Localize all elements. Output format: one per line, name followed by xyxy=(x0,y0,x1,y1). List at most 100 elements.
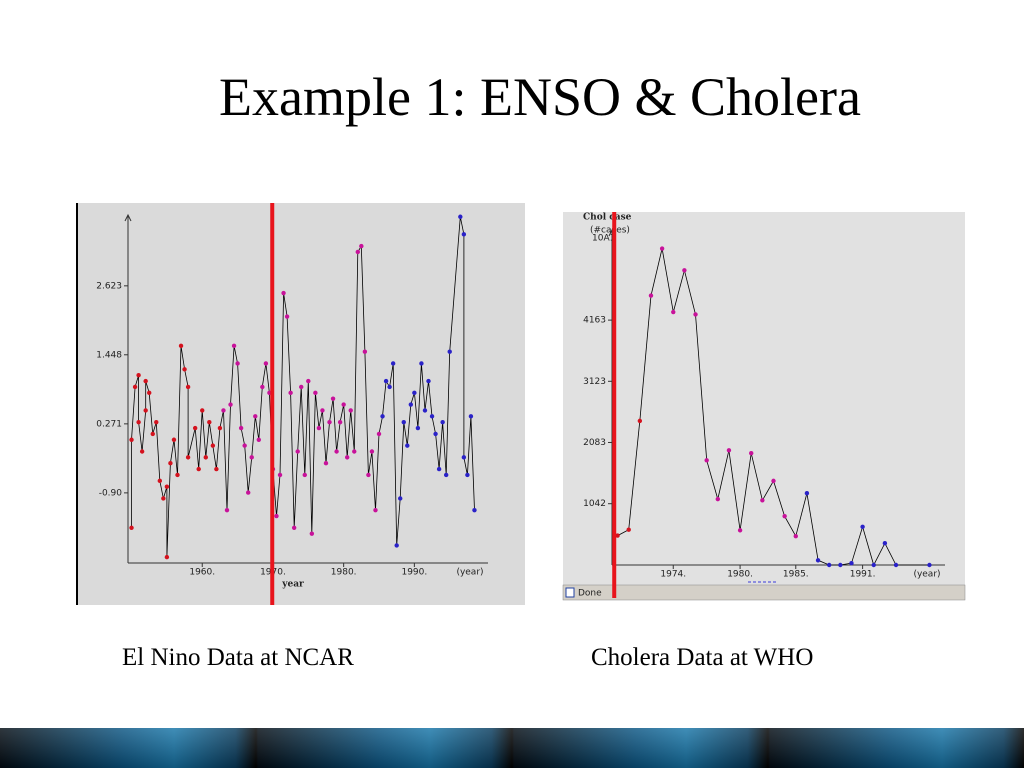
series-line xyxy=(382,216,475,546)
data-point xyxy=(242,443,247,448)
series-line xyxy=(650,248,797,537)
data-point xyxy=(256,437,262,442)
data-point xyxy=(238,425,244,431)
data-point xyxy=(143,378,148,384)
data-point xyxy=(185,384,191,390)
data-point xyxy=(793,533,798,539)
data-point xyxy=(327,419,332,425)
data-point xyxy=(217,425,223,431)
slide-title: Example 1: ENSO & Cholera xyxy=(219,67,861,127)
data-point xyxy=(182,367,187,372)
data-point xyxy=(168,461,173,466)
data-point xyxy=(436,466,442,472)
data-point xyxy=(447,349,452,354)
data-point xyxy=(376,431,382,437)
data-point xyxy=(458,214,463,219)
data-point xyxy=(309,531,315,536)
data-point xyxy=(408,402,414,407)
data-point xyxy=(323,461,329,466)
data-point xyxy=(171,437,177,442)
status-text: Done xyxy=(578,589,602,599)
chart-title: Chol case xyxy=(583,213,632,223)
data-point xyxy=(390,361,396,366)
data-point xyxy=(231,343,237,349)
series-connector xyxy=(219,410,224,429)
data-point xyxy=(175,472,180,478)
data-point xyxy=(224,507,230,513)
data-point xyxy=(330,396,336,401)
data-point xyxy=(129,437,134,442)
data-point xyxy=(136,419,141,425)
series-line xyxy=(131,345,221,558)
data-point xyxy=(313,390,318,396)
caption: Cholera Data at WHO xyxy=(591,644,814,671)
data-point xyxy=(299,384,304,390)
data-point xyxy=(210,443,216,448)
y-unit-label: 10A1 xyxy=(592,234,615,244)
data-point xyxy=(306,378,311,384)
data-point xyxy=(334,449,339,454)
data-point xyxy=(147,390,152,396)
data-point xyxy=(164,484,170,489)
data-point xyxy=(771,478,776,484)
data-point xyxy=(302,472,307,478)
data-point xyxy=(132,384,138,390)
data-point xyxy=(291,525,297,530)
data-point xyxy=(637,418,643,424)
data-point xyxy=(838,562,843,568)
series-line xyxy=(806,493,930,567)
data-point xyxy=(161,496,166,501)
y-tick-label: 2.623 xyxy=(96,281,122,291)
data-point xyxy=(398,496,403,501)
x-tick-label: 1990. xyxy=(401,568,427,578)
series-connector xyxy=(639,295,652,421)
data-point xyxy=(849,561,854,566)
data-point xyxy=(185,455,191,460)
data-point xyxy=(826,562,832,568)
data-point xyxy=(882,541,888,546)
y-tick-label: 1042 xyxy=(583,499,606,509)
data-point xyxy=(362,349,368,354)
data-point xyxy=(341,402,346,407)
data-point xyxy=(263,361,269,366)
data-point xyxy=(295,449,300,454)
y-axis-label: (#cases) xyxy=(590,226,630,236)
footer-band xyxy=(0,728,1024,768)
data-point xyxy=(359,243,364,249)
data-point xyxy=(207,419,212,425)
x-unit-label: (year) xyxy=(456,568,483,578)
y-tick-label: -0.90 xyxy=(99,488,123,498)
data-point xyxy=(804,491,810,496)
data-point xyxy=(154,419,159,425)
data-point xyxy=(422,408,428,413)
data-point xyxy=(659,246,665,251)
data-point xyxy=(253,414,258,419)
x-tick-label: 1980. xyxy=(331,568,357,578)
data-point xyxy=(200,408,205,413)
data-point xyxy=(228,402,233,407)
data-point xyxy=(429,414,435,419)
y-tick-label: 0.271 xyxy=(96,419,122,429)
data-point xyxy=(129,525,134,530)
data-point xyxy=(221,408,226,413)
data-point xyxy=(815,558,821,563)
data-point xyxy=(352,449,357,454)
data-point xyxy=(288,390,293,396)
data-point xyxy=(192,425,198,431)
data-point xyxy=(143,408,148,413)
data-point xyxy=(440,419,445,425)
y-tick-label: 1.448 xyxy=(96,350,122,360)
x-tick-label: 1960. xyxy=(189,568,215,578)
data-point xyxy=(380,414,385,419)
data-point xyxy=(284,314,290,319)
data-point xyxy=(373,507,378,513)
x-axis-label: year xyxy=(281,580,304,590)
data-point xyxy=(782,513,787,519)
data-point xyxy=(626,527,631,532)
data-point xyxy=(468,414,474,419)
x-tick-label: 1974. xyxy=(660,570,686,580)
data-point xyxy=(433,431,438,437)
data-point xyxy=(893,562,899,568)
data-point xyxy=(871,562,876,568)
